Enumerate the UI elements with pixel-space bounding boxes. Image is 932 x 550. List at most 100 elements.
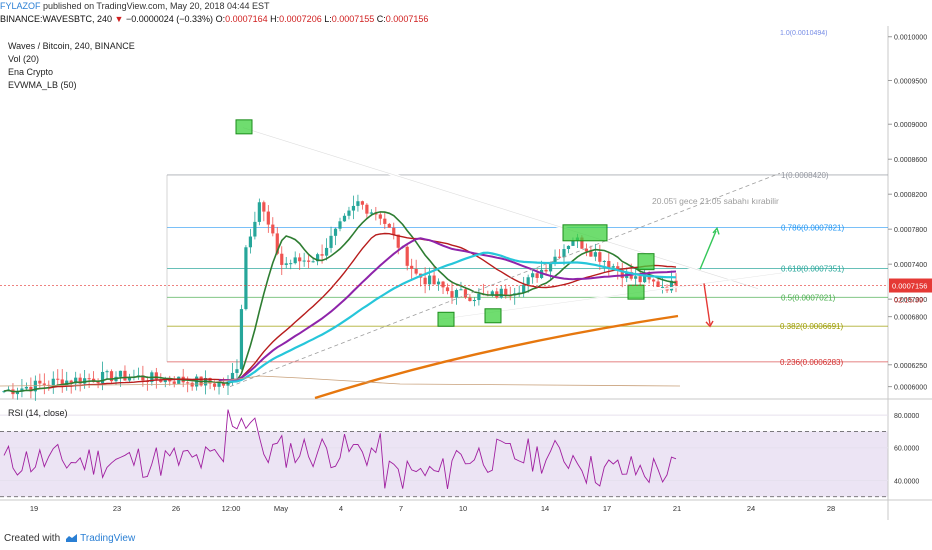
candle-body: [311, 261, 315, 263]
legend-item-rsi[interactable]: RSI (14, close): [8, 408, 68, 418]
candle-body: [159, 379, 163, 383]
candle-body: [360, 201, 364, 205]
candle-body: [598, 252, 602, 262]
candle-body: [307, 260, 311, 262]
candle-body: [584, 248, 588, 252]
candle-body: [177, 376, 181, 384]
candle-body: [378, 214, 382, 219]
up-arrow: [699, 230, 717, 270]
candle-body: [127, 377, 132, 381]
candle-body: [42, 383, 46, 385]
candle-body: [535, 273, 539, 278]
price-tick-label: 0.0006000: [894, 385, 927, 392]
candle-body: [428, 275, 432, 285]
candle-body: [638, 276, 642, 283]
current-price-label: 0.0007156: [892, 282, 927, 291]
rsi-line: [3, 409, 677, 489]
created-with-label: Created with: [4, 533, 61, 544]
descending-trendline-edge: [242, 127, 759, 289]
candle-body: [674, 280, 678, 286]
rsi-tick-label: 60.0000: [894, 446, 919, 453]
candle-body: [490, 291, 494, 296]
candle-body: [414, 268, 418, 274]
chart-area[interactable]: 0.0010000 0.0009500 0.0009000 0.0008600 0.00…: [0, 26, 932, 520]
candle-body: [338, 221, 342, 229]
price-tick-label: 0.0009500: [894, 78, 927, 85]
legend-item-evwma[interactable]: EVWMA_LB (50): [8, 80, 77, 90]
close-label: C:: [376, 14, 386, 24]
candle-body: [499, 288, 503, 298]
rsi-tick-label: 80.0000: [894, 413, 919, 420]
candle-body: [580, 237, 584, 249]
candle-body: [477, 293, 481, 301]
candle-body: [522, 284, 526, 293]
symbol-info-row: BINANCE:WAVESBTC, 240 ▼ −0.0000024 (−0.3…: [0, 13, 932, 25]
up-arrow-head: [712, 226, 720, 235]
time-tick-label: 21: [673, 504, 681, 513]
candle-body: [445, 287, 450, 292]
legend-item-vol[interactable]: Vol (20): [8, 54, 40, 64]
candle-body: [468, 297, 472, 302]
candle-body: [347, 210, 351, 216]
candle-body: [548, 263, 553, 272]
candle-body: [450, 291, 454, 298]
price-tick-label: 0.0009000: [894, 122, 927, 129]
price-tick-label: 0.0008200: [894, 192, 927, 199]
tradingview-link[interactable]: TradingView: [80, 533, 136, 544]
candle-body: [172, 381, 176, 384]
fib-level-label: 1(0.0008420): [781, 171, 829, 180]
author-link[interactable]: FYLAZOF: [0, 1, 41, 11]
candle-body: [342, 215, 347, 222]
candle-body: [212, 383, 217, 387]
time-tick-label: 14: [541, 504, 549, 513]
candle-body: [369, 212, 373, 214]
time-tick-label: 4: [339, 504, 343, 513]
candle-body: [324, 247, 329, 256]
candle-body: [302, 260, 306, 262]
fib-level-label: 0.786(0.0007821): [781, 223, 845, 232]
highlight-box: [235, 119, 253, 135]
current-price-tag: [889, 278, 932, 293]
candle-body: [253, 221, 257, 237]
candle-body: [33, 380, 37, 392]
candle-body: [463, 289, 468, 298]
low-value: 0.0007155: [331, 14, 375, 24]
candle-body: [284, 263, 288, 265]
countdown-label: 02:15:39: [894, 296, 923, 305]
candle-body: [96, 382, 100, 384]
candle-body: [69, 380, 73, 384]
publish-info: published on TradingView.com, May 20, 20…: [43, 1, 270, 11]
candle-body: [410, 265, 414, 269]
candle-body: [87, 378, 91, 380]
candle-body: [24, 386, 28, 389]
candle-body: [531, 273, 535, 278]
low-label: L:: [324, 14, 332, 24]
candle-body: [190, 382, 194, 387]
time-tick-label: 24: [747, 504, 755, 513]
candle-body: [660, 286, 665, 288]
candle-body: [154, 372, 158, 380]
ma-cyan-line: [227, 251, 677, 383]
candle-body: [616, 266, 620, 271]
candle-body: [105, 371, 109, 373]
down-arrow-head: [705, 320, 714, 328]
open-label: O:: [215, 14, 226, 24]
legend-item-ena-crypto[interactable]: Ena Crypto: [8, 67, 54, 77]
chart-svg[interactable]: 0.0010000 0.0009500 0.0009000 0.0008600 0.00…: [0, 26, 932, 520]
candle-body: [293, 257, 297, 264]
candle-body: [320, 254, 324, 256]
price-tick-label: 0.0007800: [894, 227, 927, 234]
price-tick-label: 0.0008600: [894, 157, 927, 164]
time-tick-label: May: [274, 504, 288, 513]
candle-body: [141, 375, 145, 381]
candle-body: [557, 256, 562, 258]
candle-body: [387, 223, 391, 228]
candle-body: [56, 378, 60, 380]
fib-level-label: 0.382(0.0006691): [780, 322, 844, 331]
candle-body: [356, 201, 360, 206]
candle-body: [15, 391, 20, 395]
candle-body: [396, 234, 400, 248]
fib-level-label: 0.236(0.0006283): [780, 358, 844, 367]
candle-body: [230, 372, 235, 382]
candle-body: [262, 202, 266, 212]
